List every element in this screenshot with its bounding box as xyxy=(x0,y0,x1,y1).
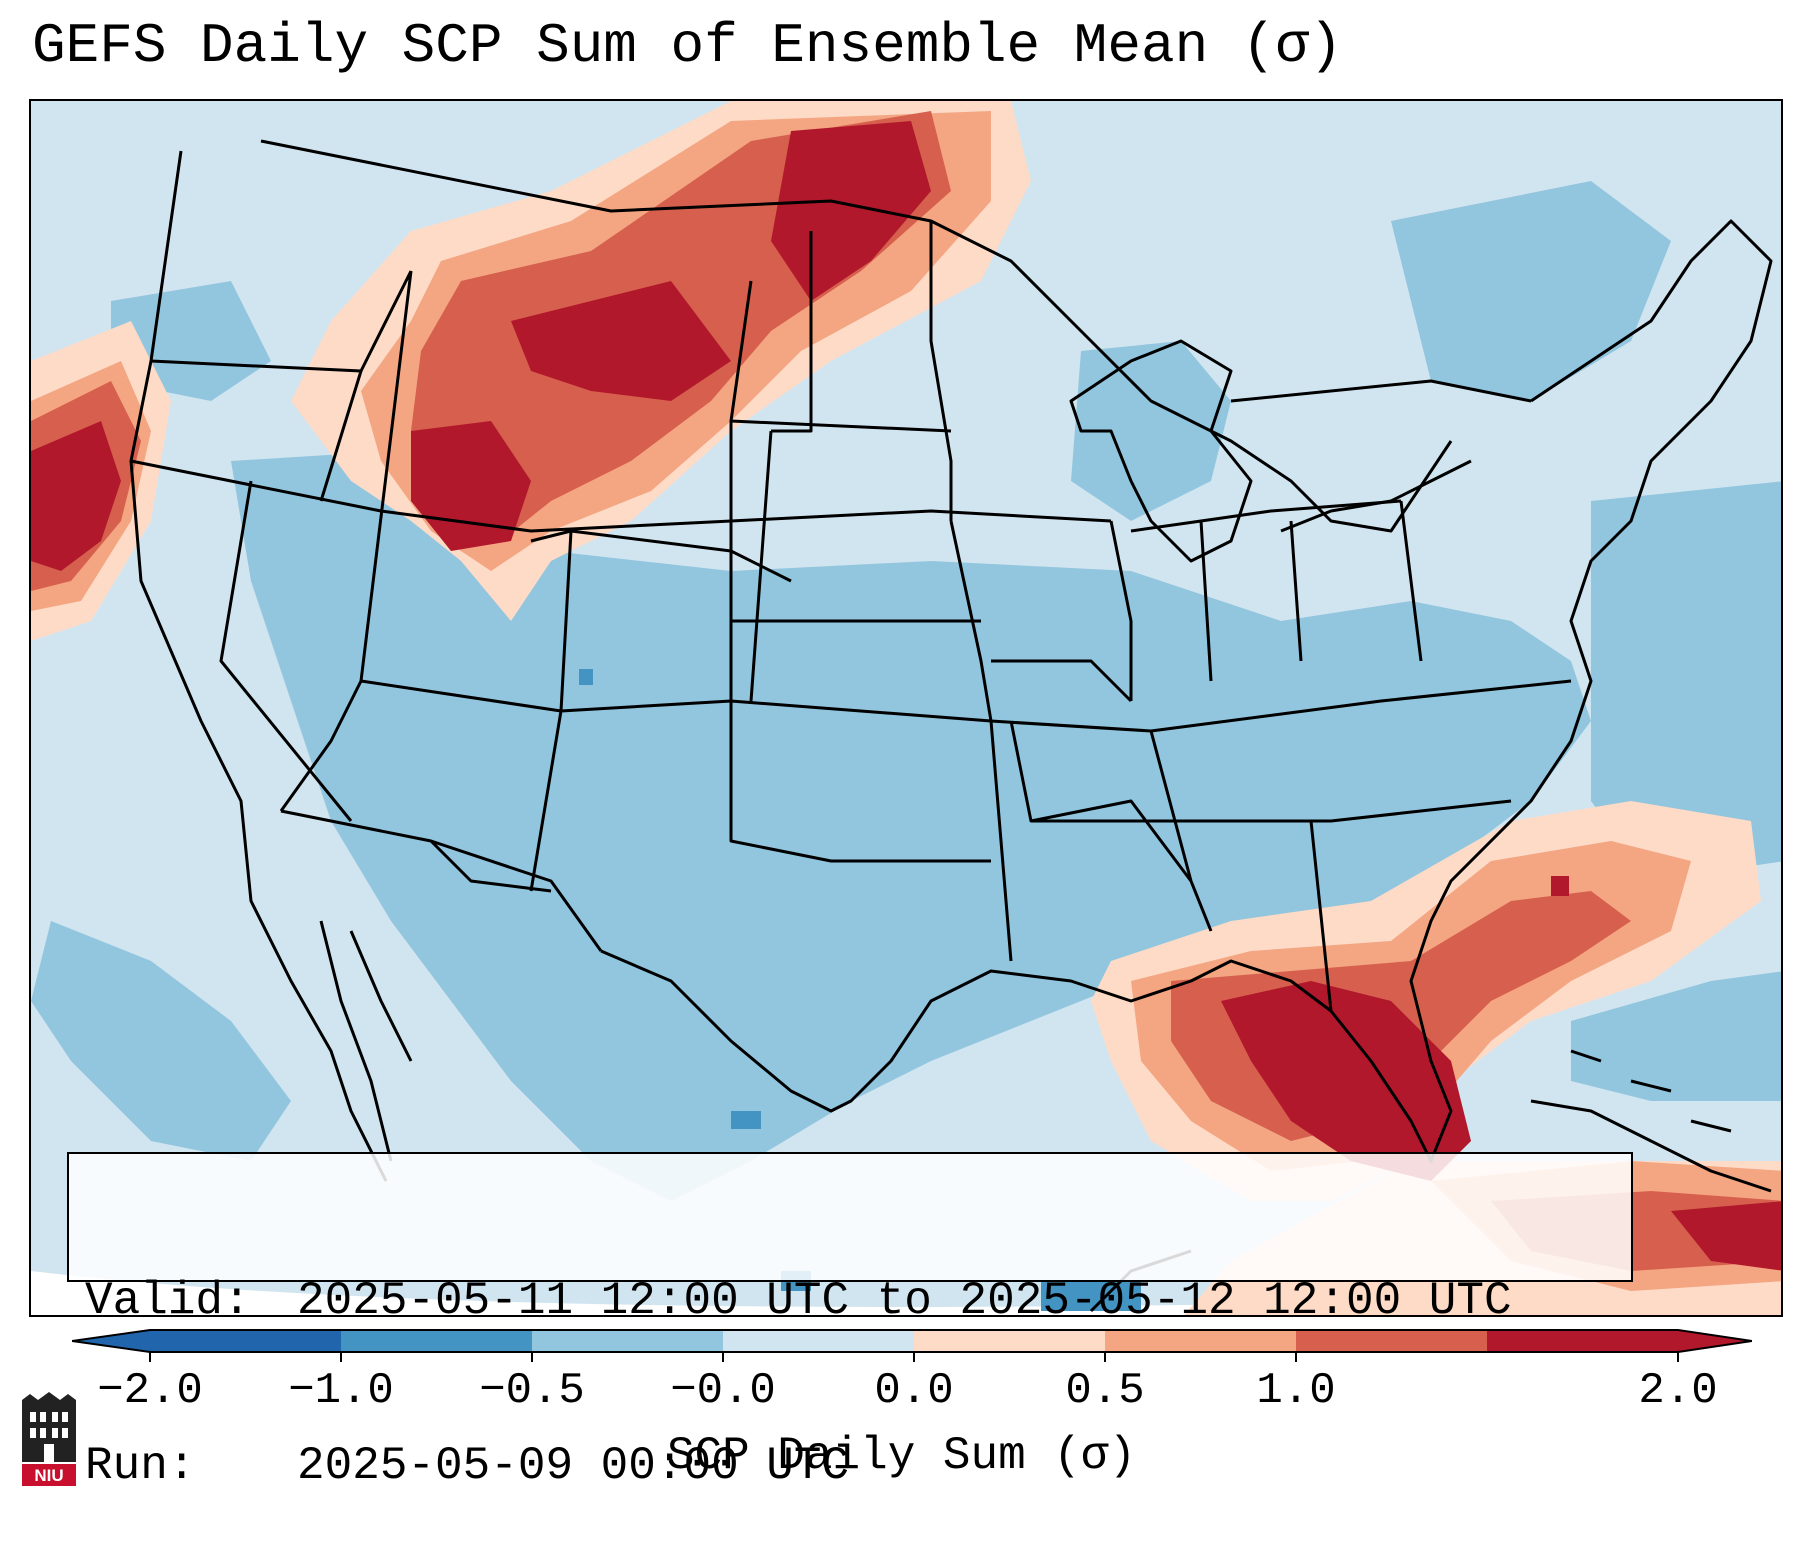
run-value: 2025-05-09 00:00 UTC xyxy=(297,1440,850,1492)
state-lines xyxy=(130,221,1572,1012)
colorbar-swatch xyxy=(1487,1330,1679,1352)
chart-title: GEFS Daily SCP Sum of Ensemble Mean (σ) xyxy=(32,14,1343,78)
logo-text: NIU xyxy=(34,1466,63,1485)
canada-border xyxy=(260,139,1453,533)
colorbar-tick-label: −0.0 xyxy=(670,1366,776,1416)
colorbar-swatch xyxy=(914,1330,1106,1352)
colorbar-swatch xyxy=(1105,1330,1297,1352)
mexico-border xyxy=(280,809,603,952)
colorbar-tick-label: 1.0 xyxy=(1256,1366,1336,1416)
map-panel xyxy=(29,99,1783,1317)
colorbar-tick-label: −0.5 xyxy=(479,1366,585,1416)
valid-info-box: Valid: 2025-05-11 12:00 UTC to 2025-05-12… xyxy=(67,1152,1633,1492)
colorbar-swatch xyxy=(532,1330,724,1352)
colorbar-tick-label: 2.0 xyxy=(1638,1366,1718,1416)
niu-logo-icon: NIU xyxy=(22,1392,76,1486)
map-boundaries xyxy=(129,139,1773,1313)
great-lakes xyxy=(1069,339,1253,563)
colorbar-swatch xyxy=(723,1330,915,1352)
valid-label: Valid: xyxy=(85,1275,251,1327)
colorbar-swatch xyxy=(150,1330,342,1352)
baja-coast xyxy=(319,920,413,1162)
field-medium-blue xyxy=(31,181,1781,1201)
valid-value: 2025-05-11 12:00 UTC to 2025-05-12 12:00… xyxy=(297,1275,1512,1327)
colorbar-extend-high xyxy=(1678,1330,1752,1352)
colorbar xyxy=(72,1329,1752,1362)
colorbar-swatch xyxy=(1296,1330,1488,1352)
colorbar-tick-label: 0.5 xyxy=(1065,1366,1145,1416)
colorbar-tick-label: −2.0 xyxy=(97,1366,203,1416)
colorbar-extend-low xyxy=(72,1330,150,1352)
cuba-coast xyxy=(1530,1099,1772,1193)
colorbar-label: SCP Daily Sum (σ) xyxy=(666,1430,1137,1482)
colorbar-tick-label: 0.0 xyxy=(874,1366,954,1416)
map-canvas xyxy=(31,101,1781,1315)
colorbar-tick-label: −1.0 xyxy=(288,1366,394,1416)
conus-outline xyxy=(129,150,388,1182)
gulf-coast xyxy=(600,219,1773,1163)
colorbar-swatch xyxy=(341,1330,533,1352)
run-label: Run: xyxy=(85,1440,196,1492)
